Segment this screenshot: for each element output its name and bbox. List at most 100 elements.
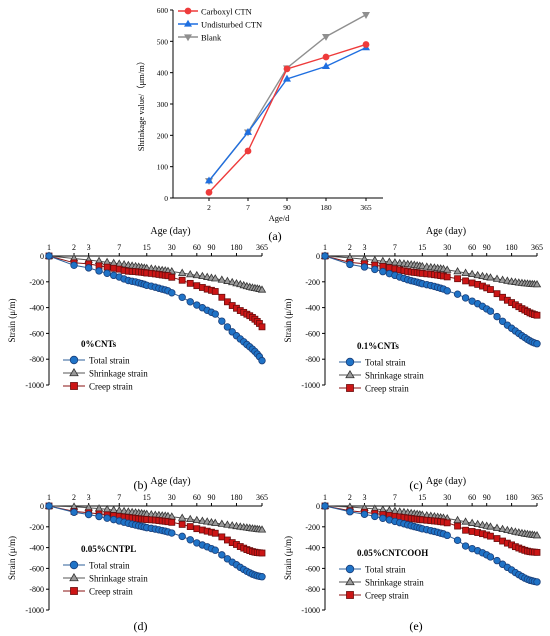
data-point (192, 515, 202, 524)
legend-label: Shrinkage strain (89, 574, 148, 584)
data-point (498, 275, 507, 283)
panel-label: (c) (409, 478, 422, 492)
panel-label: (b) (134, 478, 148, 492)
data-point (371, 265, 379, 274)
data-point (45, 252, 53, 260)
series-0 (45, 252, 266, 365)
annotation: 0.05%CNTCOOH (357, 548, 428, 558)
data-point (492, 274, 502, 282)
legend: Total strain Shrinkage strain Creep strain (339, 565, 424, 601)
data-point (360, 510, 369, 519)
data-point (486, 307, 495, 315)
legend-marker (346, 384, 354, 392)
legend-label: Creep strain (89, 587, 133, 597)
data-point (186, 536, 194, 544)
legend-marker (345, 564, 355, 574)
x-tick-label: 3 (362, 243, 366, 252)
data-point (168, 273, 176, 281)
legend: Total strain Shrinkage strain Creep strain (339, 358, 424, 394)
data-point (322, 62, 330, 70)
data-point (498, 317, 507, 325)
x-tick-label: 2 (207, 203, 211, 212)
data-point (467, 269, 477, 277)
y-tick-label: -1000 (25, 606, 44, 615)
x-tick-label: 365 (360, 203, 372, 212)
y-tick-label: -600 (305, 329, 320, 338)
data-point (223, 520, 232, 528)
data-point (486, 522, 495, 530)
data-point (218, 533, 226, 541)
y-tick-label: -800 (305, 585, 320, 594)
data-point (453, 515, 462, 524)
legend-marker (69, 572, 79, 582)
series-2 (321, 502, 541, 556)
legend-label: Creep strain (365, 591, 409, 601)
legend-marker (70, 382, 78, 390)
y-axis-label: Strain (μ/m) (283, 536, 293, 580)
data-point (211, 529, 219, 537)
chart-title: Age (day) (150, 226, 190, 237)
x-tick-label: 3 (362, 493, 366, 502)
data-point (186, 514, 195, 523)
data-point (103, 269, 111, 277)
y-tick-label: -1000 (301, 381, 320, 390)
data-point (322, 53, 330, 61)
data-point (45, 502, 53, 510)
x-tick-label: 2 (348, 243, 352, 252)
x-tick-label: 60 (193, 493, 201, 502)
series-0 (321, 252, 541, 348)
data-point (493, 290, 501, 298)
data-point (70, 508, 78, 516)
data-point (321, 502, 329, 510)
y-tick-label: 0 (40, 252, 44, 261)
data-point (84, 510, 93, 519)
legend-marker (184, 34, 192, 42)
y-axis-label: Strain (μ/m) (7, 298, 17, 342)
y-tick-label: -800 (29, 355, 44, 364)
data-point (487, 532, 494, 540)
data-point (385, 264, 393, 272)
y-tick-label: 600 (157, 6, 169, 15)
x-tick-label: 1 (47, 493, 51, 502)
data-point (321, 252, 329, 260)
data-point (223, 276, 232, 284)
y-tick-label: 400 (157, 69, 169, 78)
data-point (346, 508, 354, 516)
legend-label: Creep strain (89, 382, 133, 392)
y-tick-label: -200 (29, 523, 44, 532)
data-point (193, 282, 201, 290)
data-point (443, 273, 451, 281)
y-tick-label: 200 (157, 131, 169, 140)
series-0 (45, 502, 266, 581)
data-point (178, 293, 186, 301)
data-point (492, 523, 502, 531)
data-point (532, 280, 542, 288)
legend-label: Blank (201, 33, 222, 43)
data-point (461, 542, 470, 550)
data-point (487, 286, 494, 293)
data-point (533, 548, 541, 556)
data-point (533, 340, 541, 348)
legend: Total strain Shrinkage strain Creep strain (63, 561, 148, 597)
y-tick-label: 0 (316, 502, 320, 511)
data-point (257, 525, 267, 533)
data-point (379, 514, 387, 522)
chart-title: Age (day) (426, 226, 466, 237)
x-tick-label: 1 (323, 493, 327, 502)
data-point (218, 551, 226, 559)
series-1 (320, 251, 542, 288)
annotation: 0%CNTs (81, 339, 117, 349)
data-point (218, 317, 226, 325)
data-point (211, 546, 219, 554)
data-point (218, 293, 226, 301)
y-tick-label: -200 (29, 278, 44, 287)
legend-label: Total strain (365, 358, 406, 368)
legend-marker (70, 587, 78, 595)
data-point (283, 65, 291, 73)
data-point (371, 512, 379, 521)
panel-label: (e) (409, 619, 422, 633)
x-tick-label: 90 (207, 493, 215, 502)
x-tick-label: 30 (443, 493, 451, 502)
data-point (486, 553, 495, 561)
chart-a: 0 100 200 300 400 500 600 2 7 90 180 365 Age/d Shrink… (136, 6, 383, 243)
